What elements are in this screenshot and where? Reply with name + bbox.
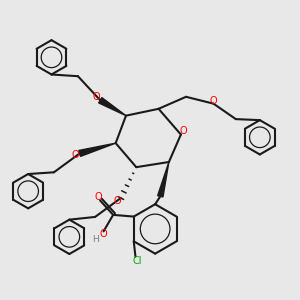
- Text: O: O: [94, 192, 102, 202]
- Text: O: O: [99, 229, 107, 239]
- Polygon shape: [158, 162, 169, 197]
- Text: Cl: Cl: [132, 256, 142, 266]
- Polygon shape: [99, 98, 126, 116]
- Polygon shape: [79, 143, 116, 156]
- Text: O: O: [72, 150, 79, 160]
- Text: O: O: [93, 92, 100, 102]
- Text: O: O: [210, 96, 217, 106]
- Text: O: O: [179, 126, 187, 136]
- Text: O: O: [114, 196, 121, 206]
- Text: H: H: [93, 236, 99, 244]
